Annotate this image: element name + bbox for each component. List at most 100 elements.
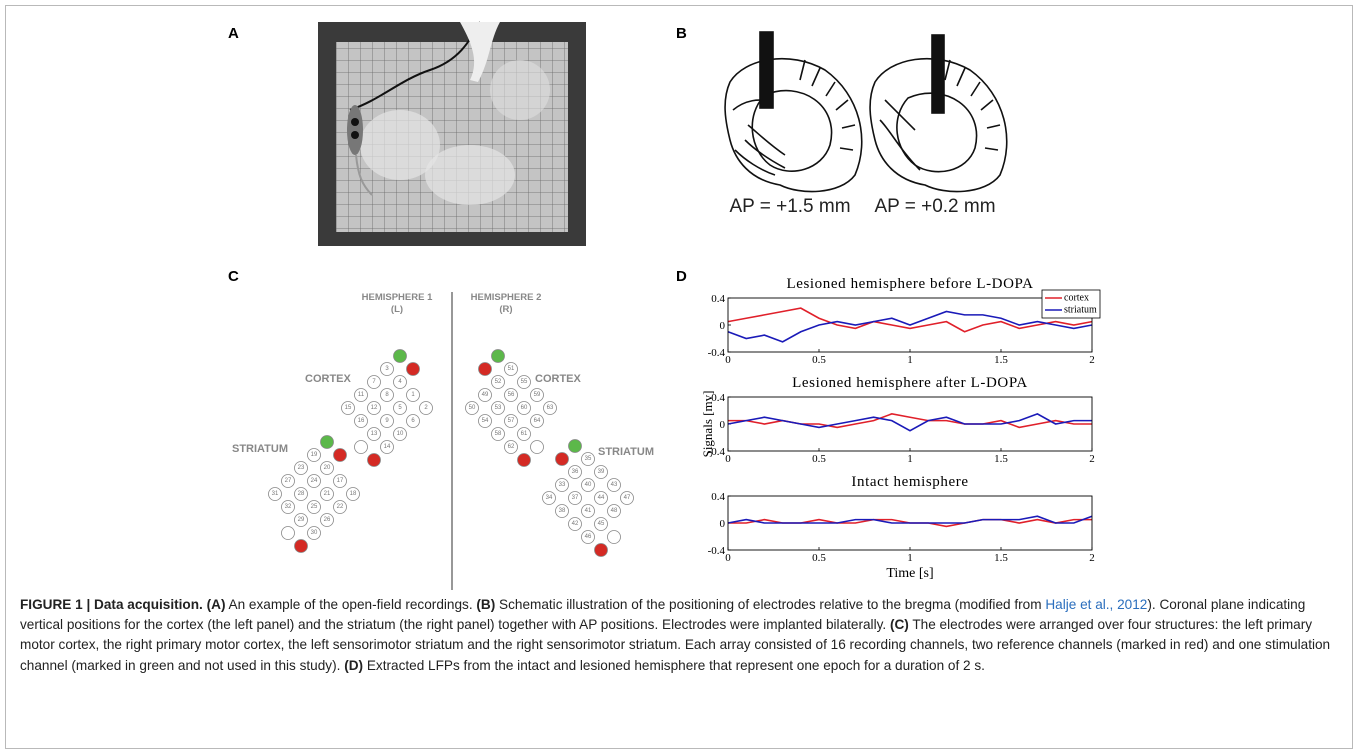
electrode — [354, 388, 368, 402]
electrode — [555, 452, 569, 466]
electrode-label: 56 — [508, 392, 515, 398]
chart-title: Lesioned hemisphere after L-DOPA — [792, 375, 1028, 391]
electrode-label: 39 — [598, 469, 605, 475]
electrode — [530, 440, 544, 454]
x-tick-label: 1.5 — [994, 552, 1008, 564]
panel-label: C — [228, 268, 239, 285]
hemisphere-side: (R) — [499, 304, 512, 315]
y-tick-label: 0.4 — [711, 392, 725, 404]
plot-frame — [727, 297, 1093, 353]
electrode — [380, 388, 394, 402]
electrode — [354, 414, 368, 428]
electrode-label: 24 — [311, 478, 318, 484]
caption-ref: (D) — [344, 657, 364, 673]
panel-label: D — [676, 268, 687, 285]
electrode-arrays: 3412785611129101516131419201718232421222… — [268, 349, 634, 557]
electrode — [380, 440, 394, 454]
electrode-label: 31 — [272, 491, 279, 497]
caption-ref: (B) — [476, 597, 496, 612]
electrode — [607, 530, 621, 544]
electrode — [542, 491, 556, 505]
electrode — [517, 453, 531, 467]
plot-frame — [727, 495, 1093, 551]
x-tick-label: 2 — [1089, 354, 1095, 366]
electrode — [341, 401, 355, 415]
electrode — [607, 478, 621, 492]
electrode-label: 21 — [324, 491, 331, 497]
electrode — [294, 487, 308, 501]
x-tick-label: 1.5 — [994, 453, 1008, 465]
electrode-label: 60 — [521, 405, 528, 411]
electrode-label: 52 — [495, 379, 502, 385]
electrode — [393, 401, 407, 415]
y-tick-label: 0 — [720, 419, 726, 431]
caption-text: Schematic illustration of the positionin… — [499, 597, 1042, 612]
y-tick-label: -0.4 — [708, 446, 726, 458]
electrode — [367, 401, 381, 415]
electrode — [568, 517, 582, 531]
electrode — [530, 388, 544, 402]
figure: A B AP = +1.5 mm AP = +0.2 mm C HEMISPHE… — [228, 21, 1101, 590]
electrode — [478, 414, 492, 428]
electrode-label: 19 — [311, 452, 318, 458]
hemisphere-side: (L) — [391, 304, 403, 315]
legend-box — [1041, 289, 1101, 319]
electrode — [307, 526, 321, 540]
x-tick-label: 0 — [725, 354, 731, 366]
electrode — [594, 543, 608, 557]
electrode — [620, 491, 634, 505]
electrode-label: 20 — [324, 465, 331, 471]
electrode — [380, 414, 394, 428]
caption-title: FIGURE 1 | Data acquisition. — [20, 597, 203, 612]
electrode — [465, 401, 479, 415]
caption-text: An example of the open-field recordings. — [228, 597, 473, 612]
electrode-label: 12 — [371, 405, 378, 411]
electrode-label: 47 — [624, 495, 631, 501]
structure-label: STRIATUM — [232, 443, 288, 455]
y-tick-label: -0.4 — [708, 545, 726, 557]
electrode — [294, 539, 308, 553]
electrode — [333, 448, 347, 462]
panel-label: A — [228, 25, 239, 42]
electrode — [517, 375, 531, 389]
electrode — [281, 526, 295, 540]
brain-section — [869, 34, 1008, 193]
x-tick-label: 0 — [725, 552, 731, 564]
electrode-label: 63 — [547, 405, 554, 411]
electrode — [367, 427, 381, 441]
y-tick-label: 0 — [720, 320, 726, 332]
x-tick-label: 0.5 — [812, 354, 826, 366]
electrode — [491, 375, 505, 389]
x-tick-label: 0.5 — [812, 552, 826, 564]
caption: FIGURE 1 | Data acquisition. (A) An exam… — [20, 595, 1345, 676]
electrode-label: 41 — [585, 508, 592, 514]
electrode-label: 51 — [508, 366, 515, 372]
electrode — [320, 461, 334, 475]
electrode-label: 32 — [285, 504, 292, 510]
y-tick-label: 0 — [720, 518, 726, 530]
electrode-label: 14 — [384, 444, 391, 450]
electrode — [393, 349, 407, 363]
electrode — [568, 465, 582, 479]
electrode — [504, 362, 518, 376]
electrode — [294, 461, 308, 475]
open-field-photo — [318, 21, 586, 246]
plot-frame — [727, 396, 1093, 452]
electrode-label: 1 — [411, 392, 415, 398]
electrode — [367, 375, 381, 389]
electrode — [555, 478, 569, 492]
hemisphere-label: HEMISPHERE 1 — [362, 292, 433, 303]
electrode — [594, 491, 608, 505]
electrode-label: 57 — [508, 418, 515, 424]
caption-text: Extracted LFPs from the intact and lesio… — [366, 657, 985, 673]
electrode-label: 37 — [572, 495, 579, 501]
electrode-label: 53 — [495, 405, 502, 411]
citation-link[interactable]: Halje et al., 2012 — [1045, 597, 1148, 612]
section-label: AP = +0.2 mm — [874, 196, 995, 217]
electrode-label: 36 — [572, 469, 579, 475]
electrode — [333, 474, 347, 488]
electrode-label: 50 — [469, 405, 476, 411]
electrode-label: 18 — [350, 491, 357, 497]
figure-frame — [5, 5, 1353, 749]
